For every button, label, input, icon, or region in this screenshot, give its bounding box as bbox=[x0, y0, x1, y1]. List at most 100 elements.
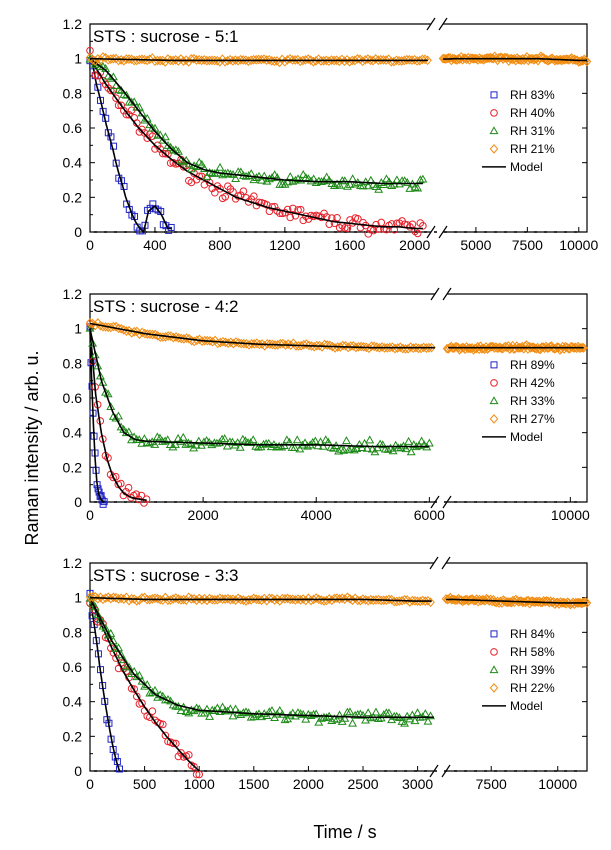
x-tick-label: 1200 bbox=[269, 237, 300, 253]
data-point bbox=[266, 442, 276, 451]
data-point bbox=[216, 185, 224, 193]
data-point bbox=[441, 594, 451, 604]
data-point bbox=[137, 593, 147, 603]
data-point bbox=[552, 597, 561, 608]
data-point bbox=[519, 597, 529, 607]
data-point bbox=[259, 54, 269, 64]
data-point bbox=[176, 436, 186, 445]
legend-marker bbox=[490, 91, 498, 99]
data-point bbox=[280, 593, 290, 604]
data-point bbox=[189, 53, 199, 64]
data-point bbox=[400, 594, 409, 605]
data-point bbox=[129, 594, 139, 605]
data-point bbox=[385, 342, 395, 353]
legend-marker bbox=[489, 396, 499, 405]
data-point bbox=[178, 432, 188, 441]
data-point bbox=[137, 438, 147, 447]
data-point bbox=[311, 709, 321, 718]
data-point bbox=[393, 343, 402, 353]
data-point bbox=[161, 149, 170, 158]
data-point bbox=[119, 655, 129, 664]
data-point bbox=[306, 55, 315, 66]
data-point bbox=[280, 715, 290, 724]
data-point bbox=[537, 342, 547, 352]
series-triangle bbox=[85, 323, 434, 456]
legend-marker bbox=[489, 665, 499, 674]
data-point bbox=[335, 710, 345, 719]
data-point bbox=[361, 177, 371, 186]
x-tick-label: 4000 bbox=[301, 507, 332, 523]
legend: RH 84% RH 58% RH 39% RH 22% Model bbox=[482, 627, 555, 713]
data-point bbox=[252, 338, 262, 349]
chart-panel: 0 0.2 0.4 0.6 0.8 1 1.2 0 400 800 1200 1600 2000 5000… bbox=[63, 16, 599, 253]
data-point bbox=[114, 85, 124, 94]
data-point bbox=[384, 177, 394, 186]
data-point bbox=[88, 592, 97, 602]
data-point bbox=[210, 55, 219, 66]
data-point bbox=[160, 132, 170, 141]
data-point bbox=[151, 716, 159, 725]
data-point bbox=[215, 593, 225, 604]
data-point bbox=[299, 339, 309, 350]
data-point bbox=[320, 339, 329, 350]
data-point bbox=[296, 595, 305, 605]
data-point bbox=[143, 329, 152, 339]
data-point bbox=[134, 670, 144, 679]
data-point bbox=[441, 54, 451, 64]
data-point bbox=[344, 445, 354, 454]
data-point bbox=[265, 593, 274, 604]
data-point bbox=[349, 445, 359, 454]
data-point bbox=[372, 220, 380, 229]
data-point bbox=[449, 54, 459, 64]
data-point bbox=[413, 183, 423, 192]
x-tick-label: 3000 bbox=[402, 776, 433, 792]
data-point bbox=[283, 205, 292, 214]
data-point bbox=[174, 333, 183, 343]
data-point bbox=[285, 172, 295, 180]
data-point bbox=[339, 445, 349, 454]
data-point bbox=[367, 341, 376, 352]
data-point bbox=[119, 594, 129, 604]
data-point bbox=[343, 342, 353, 353]
data-point bbox=[95, 614, 105, 623]
axis-break-mark bbox=[426, 225, 436, 239]
data-point bbox=[272, 172, 282, 181]
data-point bbox=[450, 594, 459, 605]
data-point bbox=[554, 342, 563, 353]
data-point bbox=[362, 342, 371, 353]
data-point bbox=[392, 55, 401, 66]
legend-label: Model bbox=[510, 160, 543, 174]
data-point bbox=[377, 342, 387, 352]
data-point bbox=[358, 594, 368, 605]
data-point bbox=[248, 435, 258, 444]
data-point bbox=[418, 54, 427, 65]
data-point bbox=[343, 592, 352, 603]
data-point bbox=[285, 53, 295, 64]
data-point bbox=[265, 339, 275, 349]
legend-marker bbox=[489, 126, 499, 135]
y-tick-label: 0.6 bbox=[63, 659, 83, 675]
data-point bbox=[324, 175, 334, 184]
data-point bbox=[410, 54, 419, 65]
data-point bbox=[338, 340, 348, 351]
x-tick-label: 0 bbox=[86, 776, 94, 792]
x-tick-label: 1000 bbox=[184, 776, 215, 792]
model-curve bbox=[89, 597, 200, 772]
data-point bbox=[340, 713, 350, 722]
legend-label: RH 83% bbox=[510, 88, 555, 102]
data-point bbox=[130, 685, 139, 693]
data-point bbox=[283, 593, 292, 604]
data-point bbox=[160, 436, 170, 445]
data-point bbox=[410, 595, 420, 606]
data-point bbox=[252, 594, 261, 605]
data-point bbox=[289, 204, 297, 213]
x-tick-label: 0 bbox=[86, 237, 94, 253]
data-point bbox=[239, 187, 248, 196]
data-point bbox=[187, 54, 196, 64]
data-point bbox=[426, 711, 436, 720]
data-point bbox=[329, 443, 338, 452]
data-point bbox=[448, 53, 458, 64]
data-point bbox=[423, 55, 432, 66]
data-point bbox=[407, 55, 417, 66]
data-point bbox=[109, 592, 118, 603]
